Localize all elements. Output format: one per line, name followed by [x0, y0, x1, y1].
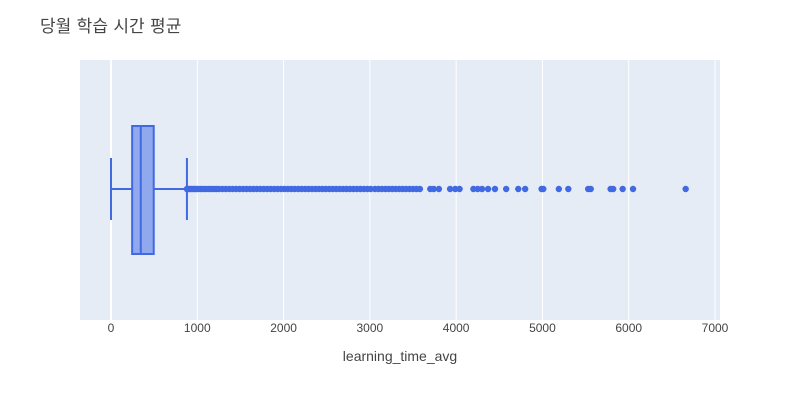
outlier-point: [565, 185, 572, 193]
outlier-point: [521, 185, 529, 193]
outlier-point: [515, 185, 522, 193]
outlier-points: [183, 185, 689, 193]
outlier-point: [478, 185, 486, 193]
outlier-point: [456, 185, 463, 193]
x-tick-label-5000: 5000: [529, 321, 556, 335]
outlier-point: [555, 185, 563, 193]
outlier-point: [446, 185, 454, 193]
x-axis-title: learning_time_avg: [343, 348, 457, 364]
x-tick-label-7000: 7000: [702, 321, 729, 335]
outlier-point: [430, 185, 437, 193]
outlier-point: [609, 185, 617, 193]
x-tick-label-6000: 6000: [615, 321, 642, 335]
x-tick-label-4000: 4000: [443, 321, 470, 335]
x-tick-label-3000: 3000: [357, 321, 384, 335]
outlier-point: [682, 185, 689, 193]
outlier-point: [502, 185, 510, 193]
outlier-point: [484, 185, 492, 193]
outlier-point: [416, 185, 424, 193]
outlier-point: [540, 185, 547, 193]
outlier-point: [491, 185, 499, 193]
chart-title: 당월 학습 시간 평균: [40, 17, 182, 37]
x-tick-label-2000: 2000: [270, 321, 297, 335]
outlier-point: [629, 185, 637, 193]
box-group: [131, 125, 155, 255]
outlier-point: [619, 185, 626, 193]
x-tick-labels: 0 1000 2000 3000 4000 5000 6000 7000: [108, 321, 729, 335]
outlier-point: [435, 185, 443, 193]
outlier-point: [587, 185, 594, 193]
iqr-box: [131, 125, 155, 255]
x-tick-label-1000: 1000: [184, 321, 211, 335]
x-tick-label-0: 0: [108, 321, 115, 335]
